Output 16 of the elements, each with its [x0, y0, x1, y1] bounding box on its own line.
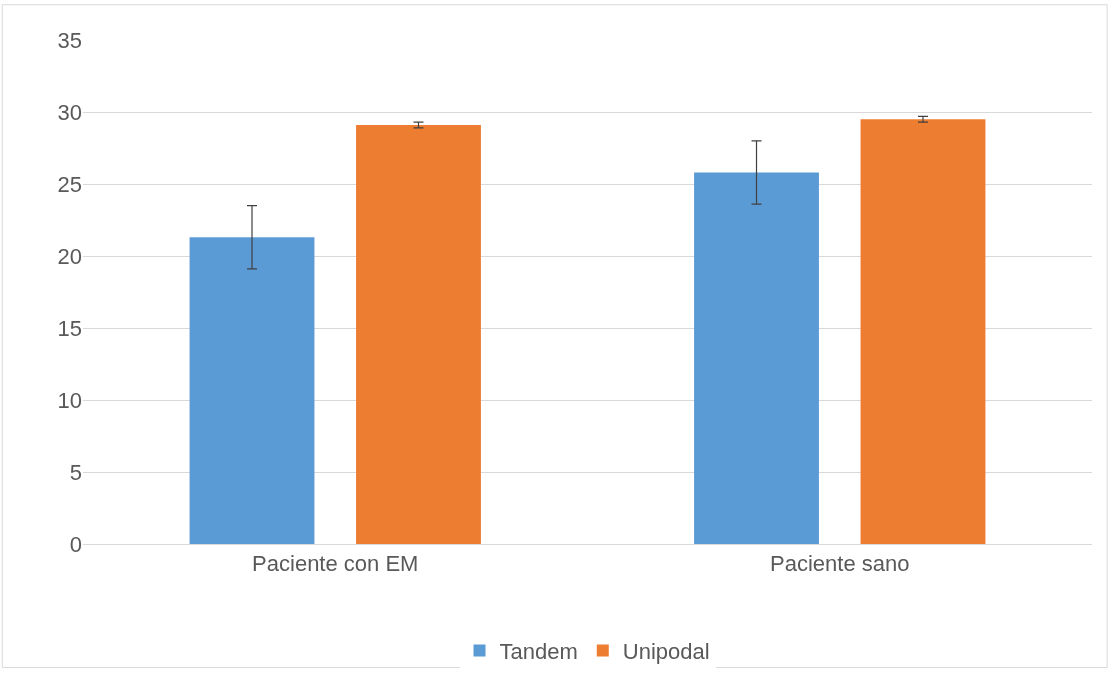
x-tick-label: Paciente sano: [770, 551, 910, 577]
y-tick-label: 0: [69, 531, 82, 557]
y-tick-label: 20: [57, 243, 82, 269]
x-tick-label: Paciente con EM: [252, 551, 419, 577]
y-tick-label: 15: [57, 315, 82, 341]
y-tick-label: 30: [57, 99, 82, 125]
bar: [860, 119, 986, 544]
bar: [694, 172, 819, 544]
y-tick-label: 25: [57, 171, 82, 197]
y-tick-label: 10: [57, 387, 82, 413]
bar: [189, 237, 315, 544]
bar: [356, 124, 481, 544]
legend-label: Tandem: [499, 639, 578, 665]
y-tick-label: 5: [69, 459, 82, 485]
legend-label: Unipodal: [622, 639, 710, 665]
y-tick-label: 35: [57, 27, 82, 53]
